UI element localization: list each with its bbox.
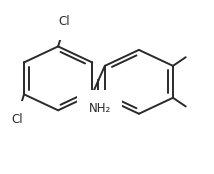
Text: Cl: Cl xyxy=(12,113,24,126)
Text: NH₂: NH₂ xyxy=(88,102,111,115)
Text: Cl: Cl xyxy=(59,15,70,28)
